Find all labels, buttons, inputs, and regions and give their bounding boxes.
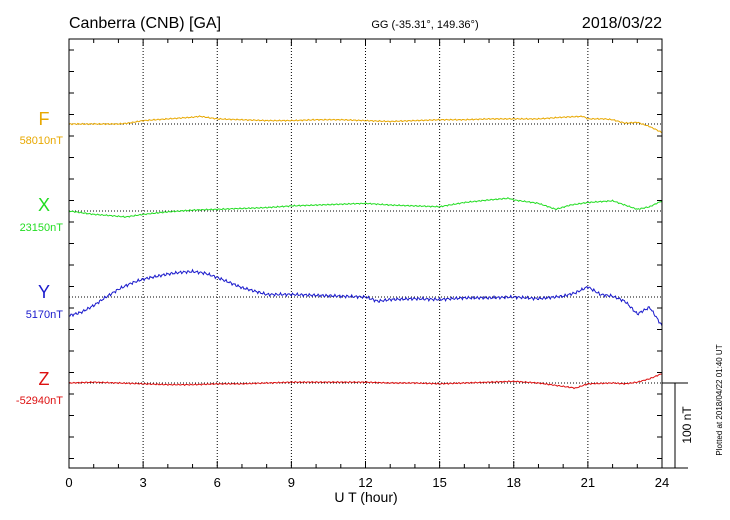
x-tick-label: 21	[581, 475, 595, 490]
station-coordinates: GG (-35.31°, 149.36°)	[371, 19, 478, 31]
series-line-x	[68, 197, 663, 218]
x-tick-label: 3	[140, 475, 147, 490]
x-tick-label: 0	[65, 475, 72, 490]
series-line-f	[68, 115, 663, 134]
series-name-z: Z	[39, 369, 50, 389]
x-tick-label: 18	[507, 475, 521, 490]
series-name-f: F	[39, 109, 50, 129]
x-tick-label: 6	[214, 475, 221, 490]
series-name-y: Y	[38, 282, 50, 302]
axis-ticks	[68, 39, 663, 468]
series-line-y	[68, 268, 663, 327]
x-tick-labels: 0 3 6 9 12 15 18 21 24	[65, 475, 669, 490]
x-tick-label: 12	[358, 475, 372, 490]
series-line-z	[68, 373, 663, 390]
series-baseline-value-z: -52940nT	[16, 395, 63, 407]
chart-date: 2018/03/22	[582, 15, 662, 32]
series-group: F 58010nT X 23150nT Y 5170nT Z -52940nT	[16, 109, 663, 407]
x-tick-label: 15	[432, 475, 446, 490]
series-baseline-value-y: 5170nT	[26, 309, 64, 321]
scale-bar-label: 100 nT	[680, 406, 694, 444]
x-tick-label: 9	[288, 475, 295, 490]
plotted-timestamp: Plotted at 2018/04/22 01:40 UT	[715, 344, 724, 455]
series-baseline-value-x: 23150nT	[20, 222, 64, 234]
series-baseline-value-f: 58010nT	[20, 135, 64, 147]
grid	[142, 39, 589, 468]
x-tick-label: 24	[655, 475, 669, 490]
chart-title: Canberra (CNB) [GA]	[69, 15, 221, 32]
x-axis-label: U T (hour)	[334, 489, 397, 505]
scale-bar: 100 nT	[662, 382, 694, 469]
series-name-x: X	[38, 195, 50, 215]
